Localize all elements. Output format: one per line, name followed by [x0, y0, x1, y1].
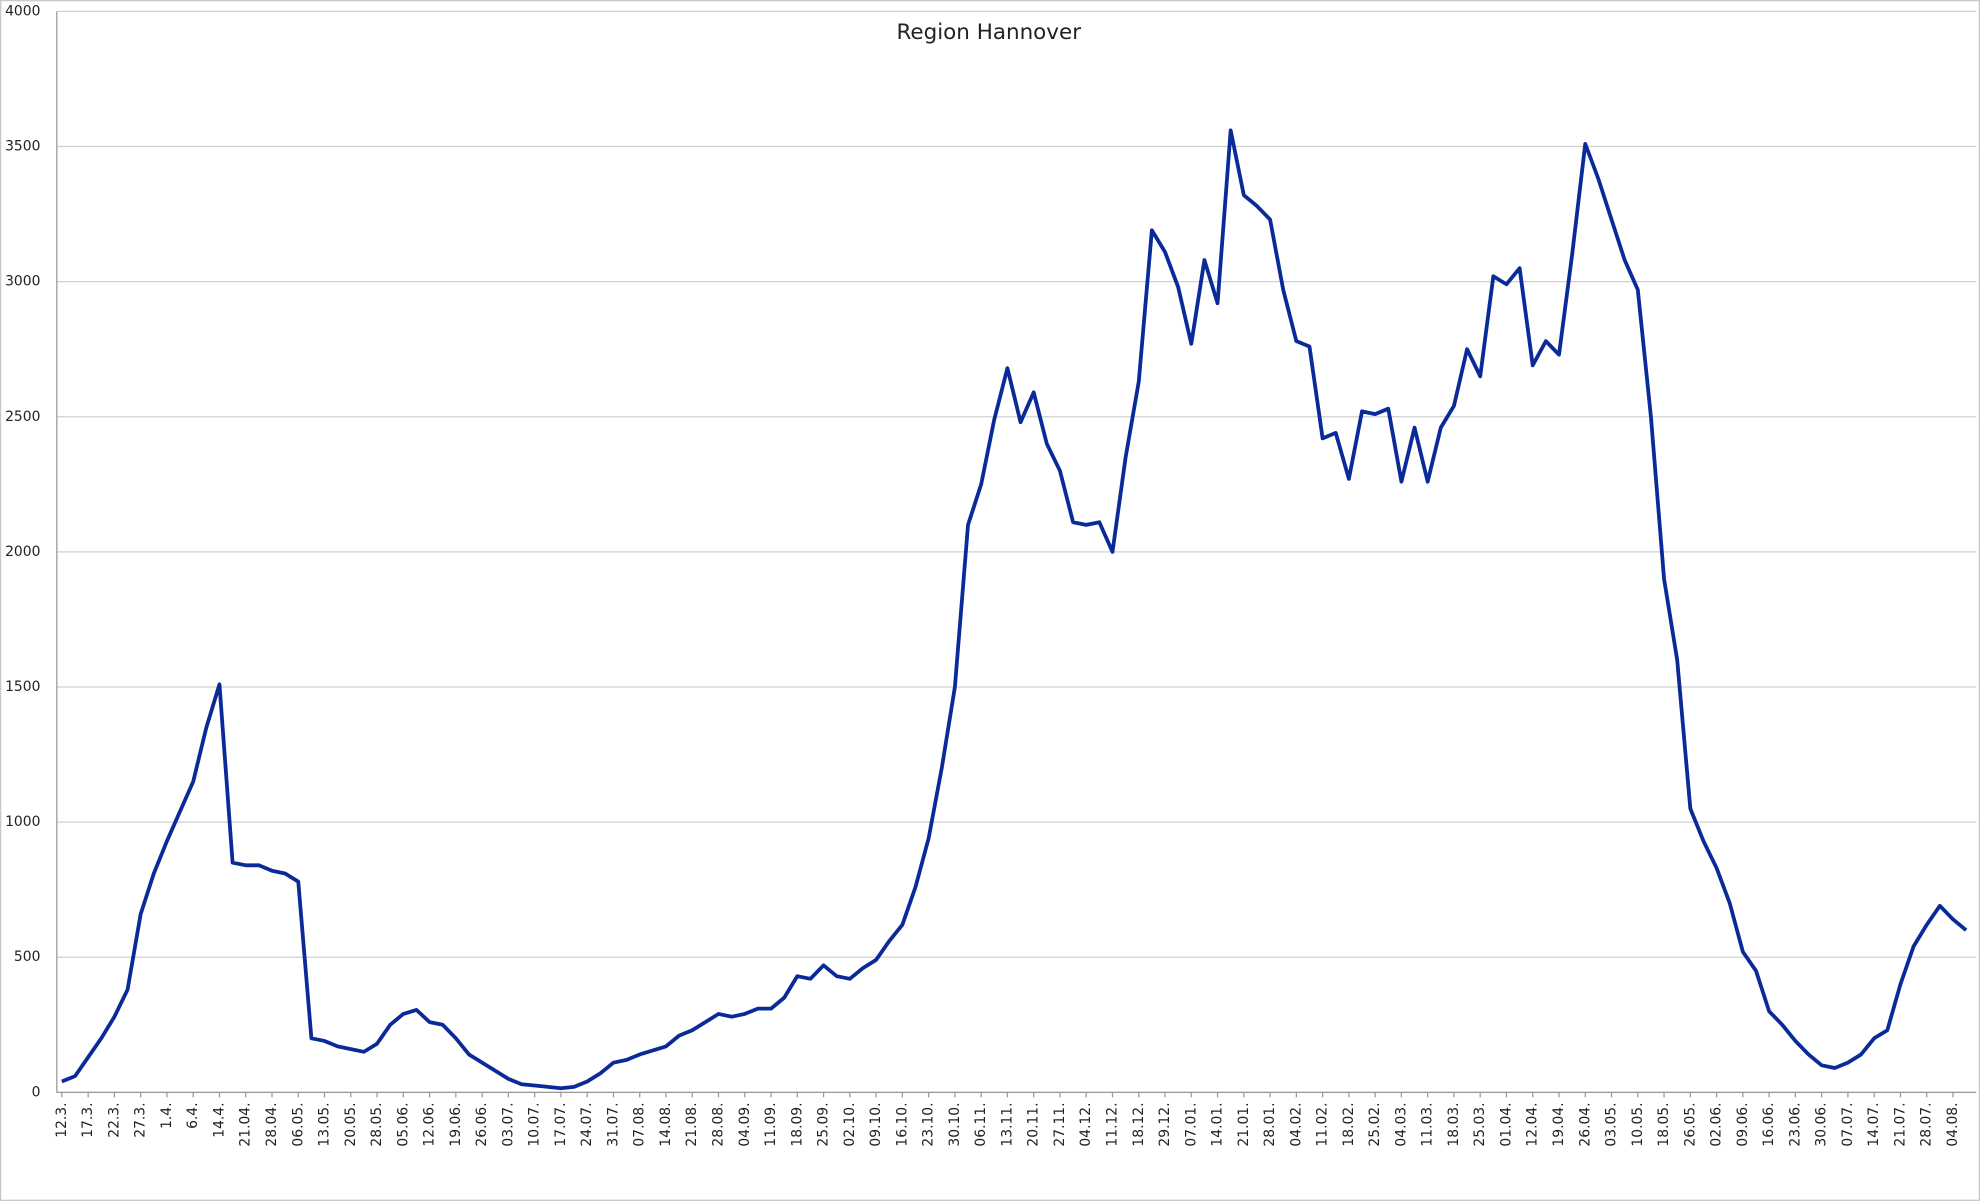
- x-tick-label: 07.01.: [1183, 1102, 1199, 1146]
- x-tick-label: 25.02.: [1367, 1102, 1383, 1146]
- y-tick-label: 3500: [5, 139, 40, 155]
- x-tick-label: 28.01.: [1262, 1102, 1278, 1146]
- x-tick-label: 16.06.: [1761, 1102, 1777, 1146]
- x-tick-label: 18.09.: [789, 1102, 805, 1146]
- x-tick-label: 27.11.: [1052, 1102, 1068, 1146]
- x-tick-label: 28.04.: [264, 1102, 280, 1146]
- x-tick-label: 11.03.: [1420, 1102, 1436, 1146]
- x-tick-label: 26.04.: [1577, 1102, 1593, 1146]
- x-tick-label: 09.06.: [1735, 1102, 1751, 1146]
- x-tick-label: 18.12.: [1131, 1102, 1147, 1146]
- x-tick-label: 10.07.: [527, 1102, 543, 1146]
- y-tick-label: 2000: [5, 544, 40, 560]
- x-tick-label: 28.07.: [1919, 1102, 1935, 1146]
- y-tick-label: 1500: [5, 679, 40, 695]
- y-tick-label: 500: [14, 949, 40, 965]
- x-tick-label: 26.05.: [1682, 1102, 1698, 1146]
- x-tick-label: 21.08.: [684, 1102, 700, 1146]
- x-tick-label: 27.3.: [133, 1102, 149, 1137]
- x-tick-label: 11.02.: [1315, 1102, 1331, 1146]
- x-tick-label: 12.04.: [1525, 1102, 1541, 1146]
- y-tick-label: 2500: [5, 409, 40, 425]
- x-tick-label: 28.05.: [369, 1102, 385, 1146]
- x-tick-label: 02.10.: [842, 1102, 858, 1146]
- x-tick-label: 14.4.: [211, 1102, 227, 1137]
- x-tick-label: 31.07.: [605, 1102, 621, 1146]
- x-tick-label: 18.05.: [1656, 1102, 1672, 1146]
- x-tick-label: 19.04.: [1551, 1102, 1567, 1146]
- x-tick-label: 1.4.: [159, 1102, 175, 1128]
- x-tick-label: 05.06.: [395, 1102, 411, 1146]
- x-tick-label: 04.02.: [1288, 1102, 1304, 1146]
- x-tick-label: 04.09.: [737, 1102, 753, 1146]
- x-tick-label: 6.4.: [185, 1102, 201, 1128]
- x-tick-label: 25.09.: [816, 1102, 832, 1146]
- x-tick-label: 28.08.: [711, 1102, 727, 1146]
- x-tick-label: 04.08.: [1945, 1102, 1961, 1146]
- x-tick-label: 03.05.: [1604, 1102, 1620, 1146]
- x-tick-label: 30.06.: [1814, 1102, 1830, 1146]
- x-tick-label: 12.06.: [422, 1102, 438, 1146]
- x-tick-label: 09.10.: [868, 1102, 884, 1146]
- x-tick-label: 20.11.: [1026, 1102, 1042, 1146]
- x-tick-label: 04.03.: [1393, 1102, 1409, 1146]
- x-tick-label: 20.05.: [343, 1102, 359, 1146]
- x-tick-label: 30.10.: [947, 1102, 963, 1146]
- x-tick-label: 12.3.: [54, 1102, 70, 1137]
- y-tick-label: 1000: [5, 814, 40, 830]
- x-tick-label: 14.08.: [658, 1102, 674, 1146]
- x-tick-label: 13.05.: [317, 1102, 333, 1146]
- x-tick-label: 21.04.: [238, 1102, 254, 1146]
- x-tick-label: 17.07.: [553, 1102, 569, 1146]
- x-tick-label: 13.11.: [999, 1102, 1015, 1146]
- x-tick-label: 06.05.: [290, 1102, 306, 1146]
- x-tick-label: 23.06.: [1787, 1102, 1803, 1146]
- x-tick-label: 24.07.: [579, 1102, 595, 1146]
- y-tick-label: 0: [32, 1084, 41, 1100]
- x-tick-label: 23.10.: [921, 1102, 937, 1146]
- x-tick-label: 26.06.: [474, 1102, 490, 1146]
- x-tick-label: 14.01.: [1210, 1102, 1226, 1146]
- x-tick-label: 01.04.: [1498, 1102, 1514, 1146]
- data-line: [61, 128, 1968, 1091]
- x-tick-label: 19.06.: [448, 1102, 464, 1146]
- x-tick-label: 02.06.: [1709, 1102, 1725, 1146]
- x-tick-label: 06.11.: [973, 1102, 989, 1146]
- x-tick-label: 07.08.: [632, 1102, 648, 1146]
- x-tick-label: 14.07.: [1866, 1102, 1882, 1146]
- x-tick-label: 16.10.: [894, 1102, 910, 1146]
- chart-title: Region Hannover: [896, 20, 1081, 45]
- x-tick-label: 21.01.: [1236, 1102, 1252, 1146]
- x-tick-label: 10.05.: [1630, 1102, 1646, 1146]
- x-tick-label: 17.3.: [80, 1102, 96, 1137]
- x-tick-label: 29.12.: [1157, 1102, 1173, 1146]
- x-tick-label: 07.07.: [1840, 1102, 1856, 1146]
- x-tick-label: 18.02.: [1341, 1102, 1357, 1146]
- y-tick-label: 4000: [5, 3, 40, 19]
- x-tick-label: 25.03.: [1472, 1102, 1488, 1146]
- x-tick-label: 03.07.: [500, 1102, 516, 1146]
- x-tick-label: 04.12.: [1078, 1102, 1094, 1146]
- y-tick-label: 3000: [5, 274, 40, 290]
- x-tick-label: 21.07.: [1892, 1102, 1908, 1146]
- x-tick-label: 11.12.: [1104, 1102, 1120, 1146]
- x-tick-label: 22.3.: [106, 1102, 122, 1137]
- x-tick-label: 11.09.: [763, 1102, 779, 1146]
- x-tick-label: 18.03.: [1446, 1102, 1462, 1146]
